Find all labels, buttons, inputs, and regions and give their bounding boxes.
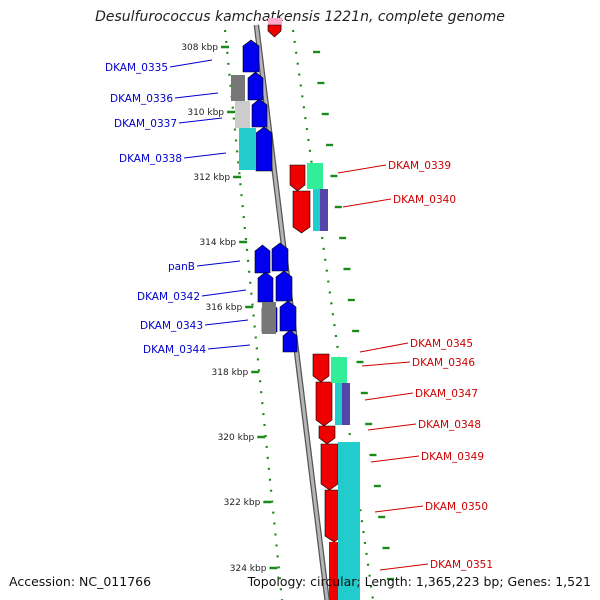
forward-cds-arrow [254,244,271,274]
inner-block [231,75,245,101]
forward-cds-arrow [247,71,264,101]
forward-gene-leader [207,344,251,350]
reverse-gene-label: DKAM_0350 [425,501,488,513]
tick-label: 320 kbp [218,433,255,443]
reverse-cds-arrow [318,425,336,445]
reverse-gene-label: DKAM_0339 [388,160,451,172]
forward-cds-arrow [251,98,268,128]
forward-cds-arrow [255,126,273,172]
reverse-gene-leader [361,361,411,367]
tick-label: 312 kbp [193,173,230,183]
forward-gene-label: panB [168,261,195,273]
forward-gene-leader [204,319,249,326]
reverse-gene-label: DKAM_0347 [415,388,478,400]
genome-title: Desulfurococcus kamchatkensis 1221n, com… [95,9,505,25]
outer-block [320,189,328,231]
forward-gene-leader [183,152,227,159]
reverse-gene-leader [342,198,392,208]
forward-gene-label: DKAM_0342 [137,291,200,303]
forward-cds-arrow [271,242,289,272]
outer-block [338,442,360,600]
forward-gene-label: DKAM_0337 [114,118,177,130]
reverse-gene-label: DKAM_0349 [421,451,484,463]
reverse-gene-label: DKAM_0345 [410,338,473,350]
tick-label: 324 kbp [230,564,267,574]
accession-text: Accession: NC_011766 [9,574,152,589]
forward-gene-leader [169,59,213,68]
outer-block [342,383,350,425]
reverse-gene-label: DKAM_0348 [418,419,481,431]
forward-gene-label: DKAM_0344 [143,344,206,356]
forward-gene-leader [201,289,247,297]
forward-gene-leader [196,260,241,267]
reverse-cds-arrow [289,164,306,192]
reverse-gene-leader [374,505,424,513]
reverse-gene-leader [359,342,409,353]
reverse-gene-leader [370,455,420,463]
inner-ring-boundary [223,29,284,600]
outer-block [331,357,347,383]
inner-block [239,128,256,170]
forward-gene-label: DKAM_0343 [140,320,203,332]
reverse-gene-label: DKAM_0346 [412,357,475,369]
outer-block [313,189,322,231]
reverse-cds-arrow [292,190,311,234]
forward-cds-arrow [279,300,297,332]
reverse-gene-leader [337,164,387,174]
forward-gene-leader [178,117,223,124]
reverse-cds-arrow [320,443,339,491]
forward-cds-arrow [275,270,293,302]
outer-ring-boundary [291,29,375,600]
forward-gene-label: DKAM_0336 [110,93,173,105]
forward-cds-arrow [282,329,298,353]
tick-label: 316 kbp [205,303,242,313]
tick-label: 310 kbp [187,108,224,118]
reverse-gene-leader [364,392,414,401]
reverse-gene-label: DKAM_0340 [393,194,456,206]
genome-summary-text: Topology: circular; Length: 1,365,223 bp… [247,574,591,589]
tick-label: 318 kbp [212,368,249,378]
reverse-gene-label: DKAM_0351 [430,559,493,571]
inner-block [262,302,276,334]
tick-label: 314 kbp [199,238,236,248]
tick-label: 322 kbp [224,498,261,508]
reverse-cds-arrow [315,381,333,427]
label-layer: DKAM_0335 DKAM_0336 DKAM_0337 DKAM_0338 panB… [105,59,493,571]
reverse-cds-arrow [312,353,330,383]
inner-block [235,101,250,128]
forward-gene-label: DKAM_0335 [105,62,168,74]
forward-cds-arrow [242,39,260,73]
forward-cds-arrow [257,271,274,303]
forward-gene-leader [174,92,219,99]
outer-block [307,163,323,189]
reverse-gene-leader [379,563,429,571]
reverse-cds-arrow [267,24,282,38]
tick-label: 308 kbp [181,43,218,53]
outer-block [335,383,344,425]
tick-layer: 308 kbp 310 kbp 312 kbp 314 kbp 316 kbp 318 k… [181,29,394,600]
forward-gene-label: DKAM_0338 [119,153,182,165]
feature-layer [231,18,360,600]
reverse-gene-leader [367,423,417,431]
